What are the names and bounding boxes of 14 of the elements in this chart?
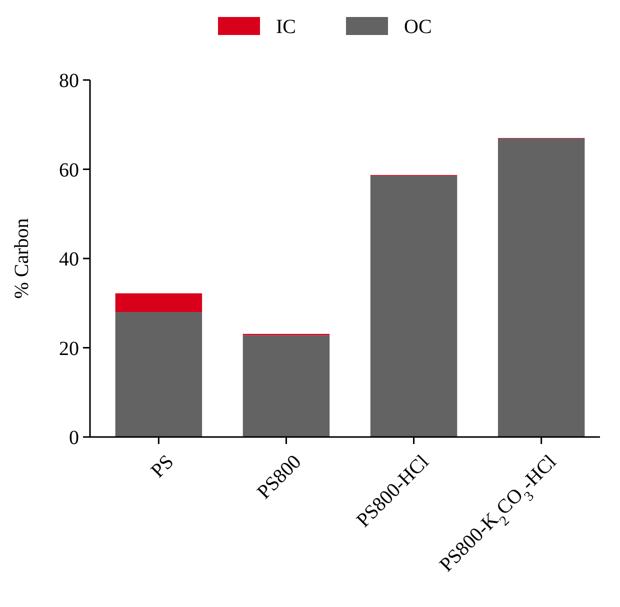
bar bbox=[498, 138, 585, 437]
y-tick-label: 20 bbox=[59, 338, 79, 360]
bar bbox=[115, 312, 202, 437]
bar bbox=[242, 335, 330, 437]
y-tick-label: 40 bbox=[59, 248, 79, 270]
bar bbox=[370, 176, 458, 437]
legend-label: OC bbox=[404, 16, 432, 38]
legend-label: IC bbox=[276, 16, 296, 38]
x-tick-label: PS bbox=[146, 450, 178, 482]
bar bbox=[115, 293, 202, 312]
y-axis-title: % Carbon bbox=[11, 218, 33, 299]
y-tick-label: 60 bbox=[59, 159, 79, 182]
y-tick-label: 0 bbox=[69, 427, 79, 449]
y-tick-label: 80 bbox=[59, 70, 79, 92]
